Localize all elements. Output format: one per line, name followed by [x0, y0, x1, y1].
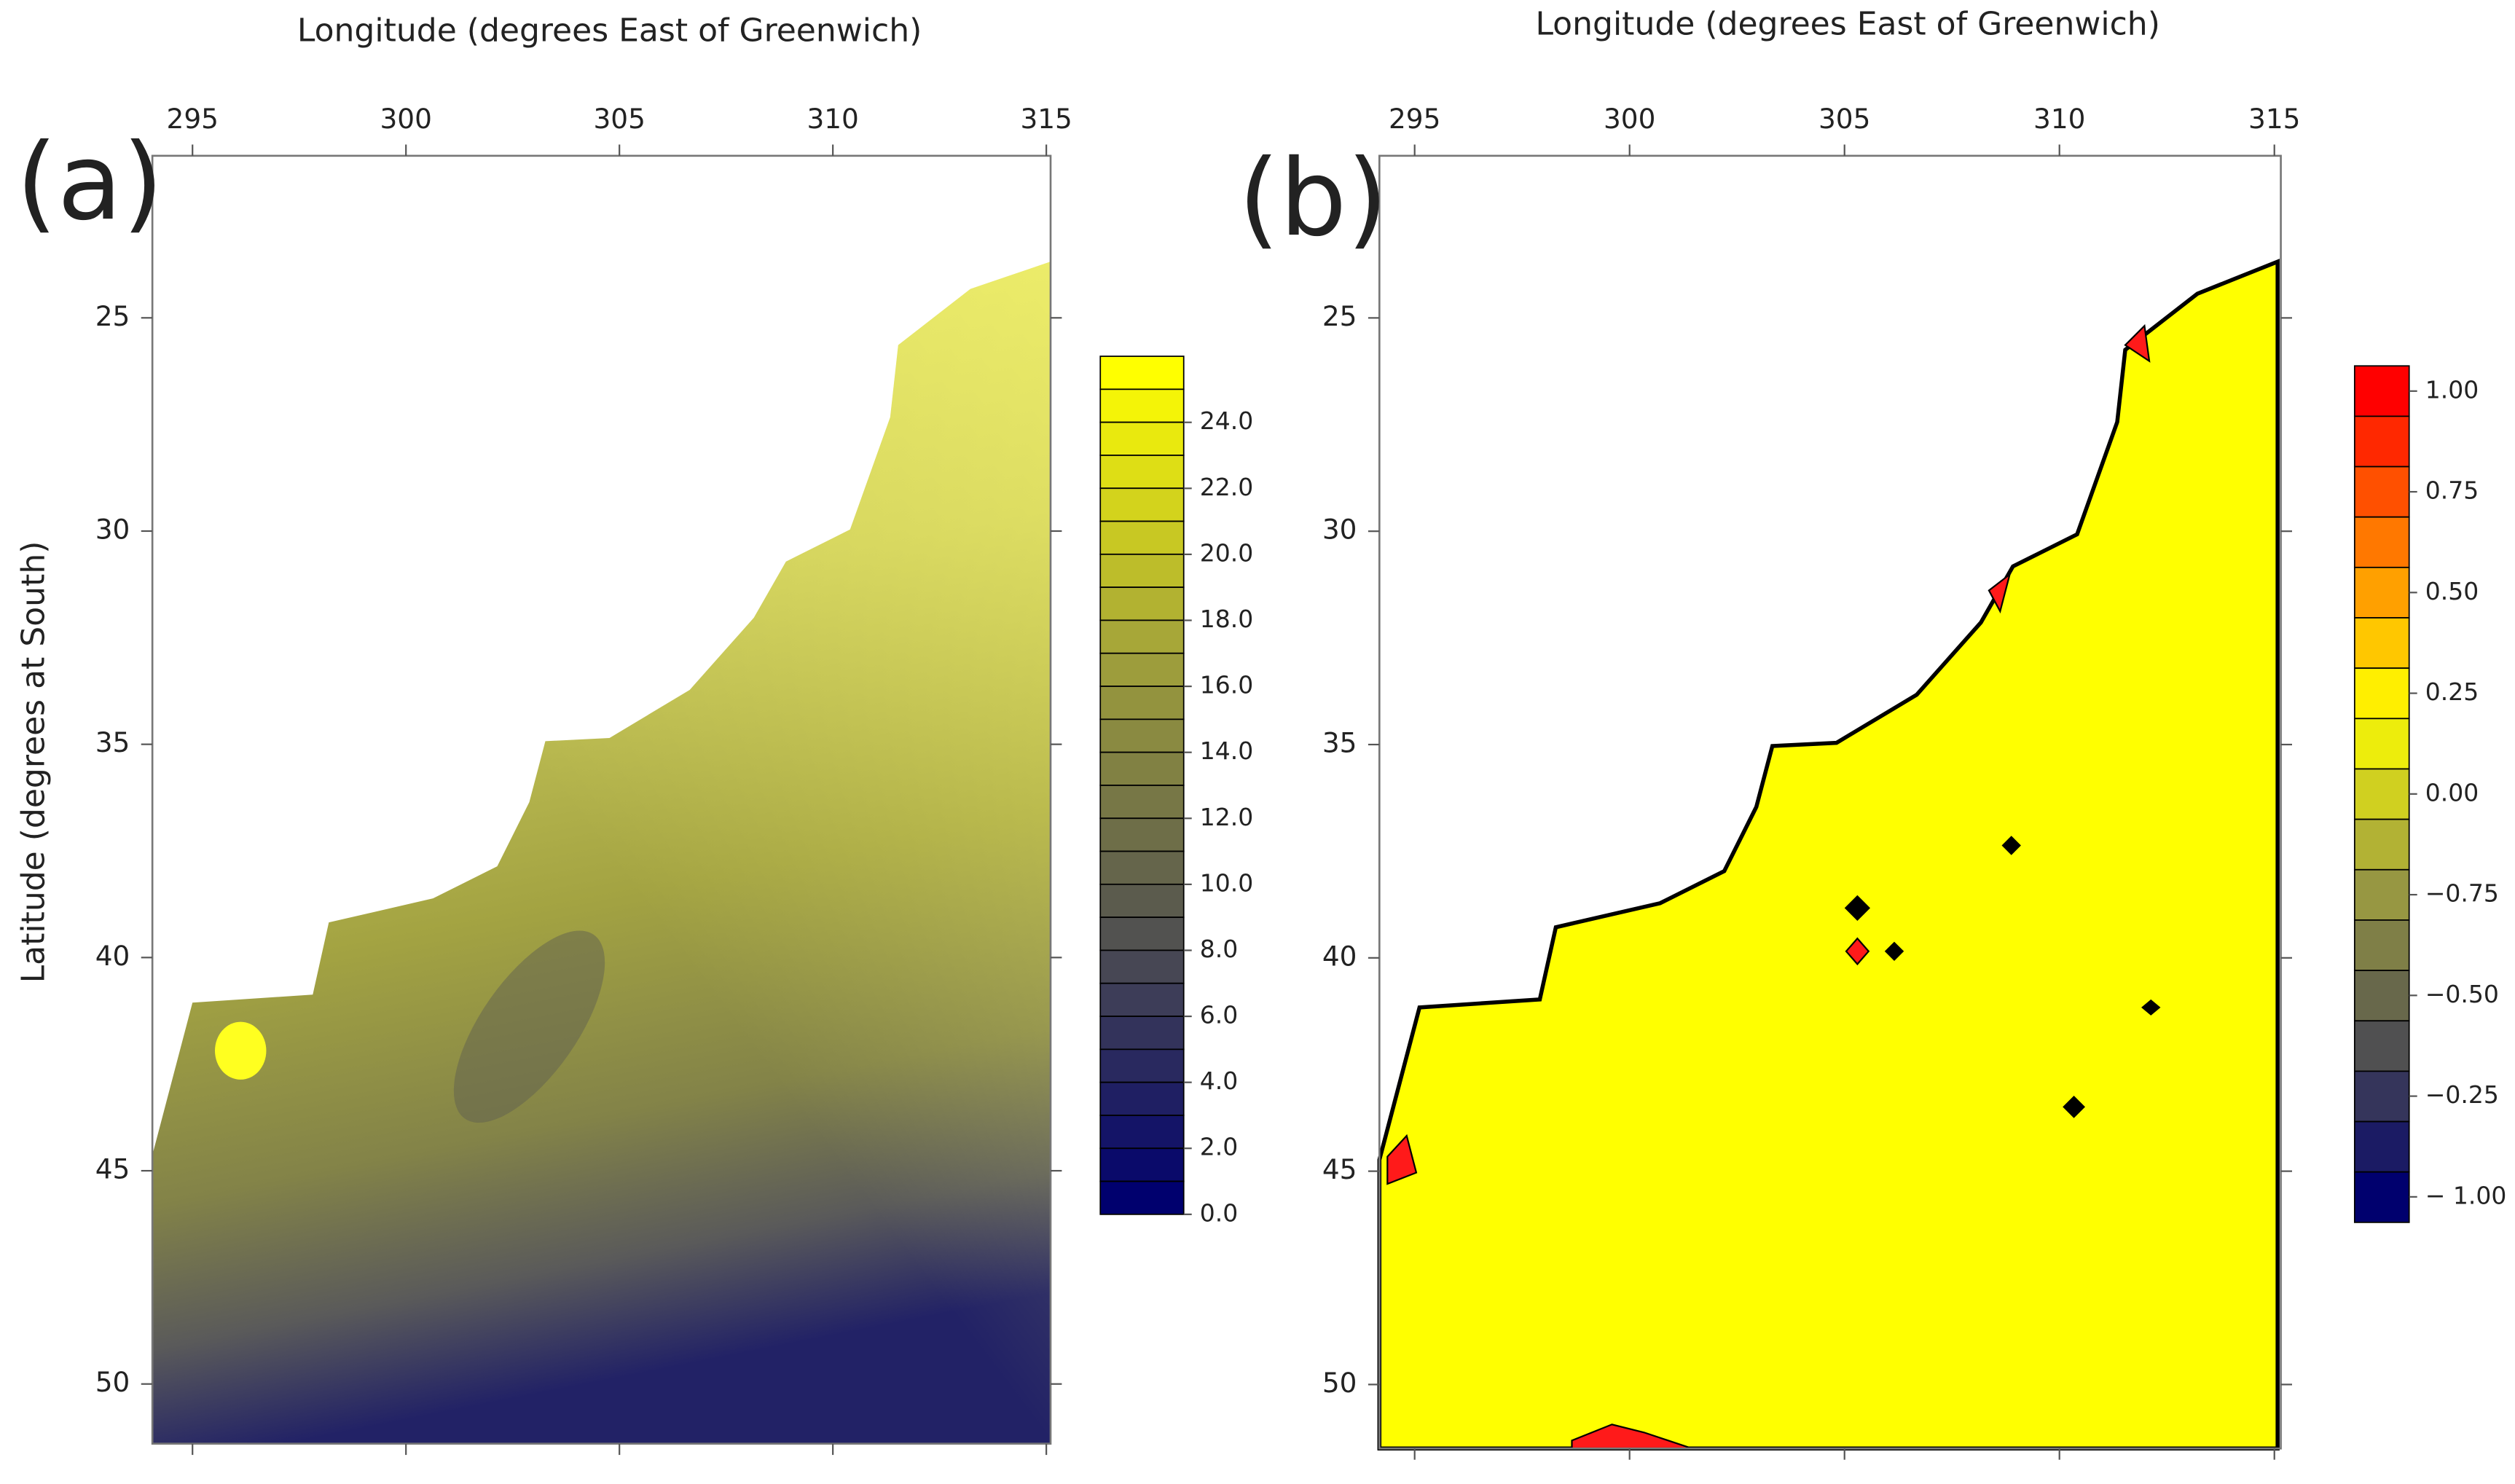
colorbar-cell [2353, 970, 2410, 1022]
colorbar-cell [1099, 883, 1185, 919]
colorbar-cell [2353, 365, 2410, 417]
colorbar-label: −0.50 [2425, 980, 2499, 1008]
colorbar-label: 24.0 [1200, 407, 1254, 435]
colorbar-cell [2353, 868, 2410, 921]
x-tick-label: 315 [1020, 103, 1072, 135]
colorbar-label: 0.00 [2425, 778, 2479, 806]
panel-title: (a) [16, 121, 163, 244]
panel-b-field [1377, 259, 2280, 1451]
colorbar-cell [2353, 1070, 2410, 1123]
colorbar-cell [1099, 1016, 1185, 1051]
colorbar-cell [2353, 919, 2410, 971]
y-tick-label: 50 [95, 1366, 130, 1398]
colorbar-cell [1099, 586, 1185, 621]
x-tick-label: 295 [1389, 103, 1440, 135]
x-tick-label: 305 [1818, 103, 1870, 135]
colorbar-label: −0.25 [2425, 1080, 2499, 1109]
colorbar-cell [1099, 388, 1185, 423]
colorbar-label: 0.50 [2425, 577, 2479, 605]
x-tick-label: 300 [1604, 103, 1655, 135]
colorbar-cell [1099, 487, 1185, 522]
colorbar-cell [1099, 619, 1185, 654]
colorbar-cell [2353, 415, 2410, 468]
colorbar-label: 8.0 [1200, 935, 1239, 963]
colorbar-cell [2353, 667, 2410, 720]
colorbar-cell [1099, 982, 1185, 1017]
colorbar-cell [2353, 466, 2410, 518]
x-tick-label: 310 [2033, 103, 2085, 135]
colorbar-cell [1099, 1081, 1185, 1116]
y-tick-label: 40 [95, 940, 130, 972]
colorbar-cell [1099, 1180, 1185, 1215]
colorbar-label: 18.0 [1200, 605, 1254, 633]
colorbar-cell [1099, 1147, 1185, 1182]
panel-title: (b) [1239, 137, 1389, 260]
colorbar-label: − 1.00 [2425, 1181, 2507, 1209]
x-tick-label: 310 [807, 103, 858, 135]
colorbar-cell [1099, 455, 1185, 490]
colorbar-cell [1099, 1048, 1185, 1083]
x-axis-label: Longitude (degrees East of Greenwich) [297, 12, 922, 49]
colorbar-cell [2353, 768, 2410, 820]
y-tick-label: 45 [95, 1153, 130, 1185]
x-tick-label: 315 [2248, 103, 2300, 135]
colorbar-cell [1099, 520, 1185, 555]
y-tick-label: 25 [95, 300, 130, 332]
y-tick-label: 30 [1322, 514, 1357, 546]
y-tick-label: 35 [95, 726, 130, 758]
colorbar-label: 20.0 [1200, 538, 1254, 567]
colorbar-label: 1.00 [2425, 375, 2479, 404]
x-axis-label: Longitude (degrees East of Greenwich) [1535, 6, 2159, 43]
colorbar-label: 12.0 [1200, 803, 1254, 831]
colorbar-label: −0.75 [2425, 879, 2499, 908]
colorbar-label: 14.0 [1200, 737, 1254, 765]
colorbar-cell [1099, 751, 1185, 786]
colorbar-cell [2353, 718, 2410, 770]
panel-a-field [152, 262, 1051, 1444]
colorbar-label: 0.25 [2425, 678, 2479, 706]
colorbar-cell [1099, 817, 1185, 852]
colorbar-cell [1099, 916, 1185, 951]
colorbar-cell [2353, 617, 2410, 670]
colorbar-cell [2353, 1120, 2410, 1173]
plot-frame [1378, 154, 2282, 1450]
y-tick-label: 35 [1322, 726, 1357, 758]
colorbar-cell [2353, 818, 2410, 871]
plot-frame [151, 154, 1052, 1445]
y-tick-label: 25 [1322, 300, 1357, 332]
colorbar-label: 22.0 [1200, 473, 1254, 501]
x-tick-label: 300 [380, 103, 432, 135]
colorbar-label: 6.0 [1200, 1001, 1239, 1029]
colorbar-cell [1099, 949, 1185, 984]
x-tick-label: 295 [167, 103, 219, 135]
y-tick-label: 50 [1322, 1367, 1357, 1399]
colorbar-cell [1099, 553, 1185, 589]
colorbar-cell [1099, 652, 1185, 687]
colorbar-cell [2353, 516, 2410, 568]
colorbar-cell [1099, 421, 1185, 456]
y-tick-label: 40 [1322, 940, 1357, 972]
colorbar-cell [1099, 686, 1185, 721]
colorbar-cell [2353, 1171, 2410, 1223]
y-axis-label: Latitude (degrees at South) [15, 541, 52, 984]
colorbar-label: 16.0 [1200, 671, 1254, 699]
colorbar-label: 0.0 [1200, 1198, 1239, 1227]
colorbar-cell [1099, 356, 1185, 390]
y-tick-label: 30 [95, 513, 130, 545]
colorbar-label: 10.0 [1200, 868, 1254, 897]
colorbar-label: 0.75 [2425, 476, 2479, 505]
y-tick-label: 45 [1322, 1153, 1357, 1185]
colorbar-label: 2.0 [1200, 1133, 1239, 1161]
colorbar-cell [1099, 850, 1185, 885]
x-tick-label: 305 [593, 103, 645, 135]
colorbar-label: 4.0 [1200, 1067, 1239, 1095]
colorbar-cell [2353, 1020, 2410, 1072]
colorbar-cell [1099, 718, 1185, 753]
colorbar-cell [1099, 785, 1185, 820]
colorbar-cell [1099, 1115, 1185, 1150]
colorbar-cell [2353, 566, 2410, 619]
